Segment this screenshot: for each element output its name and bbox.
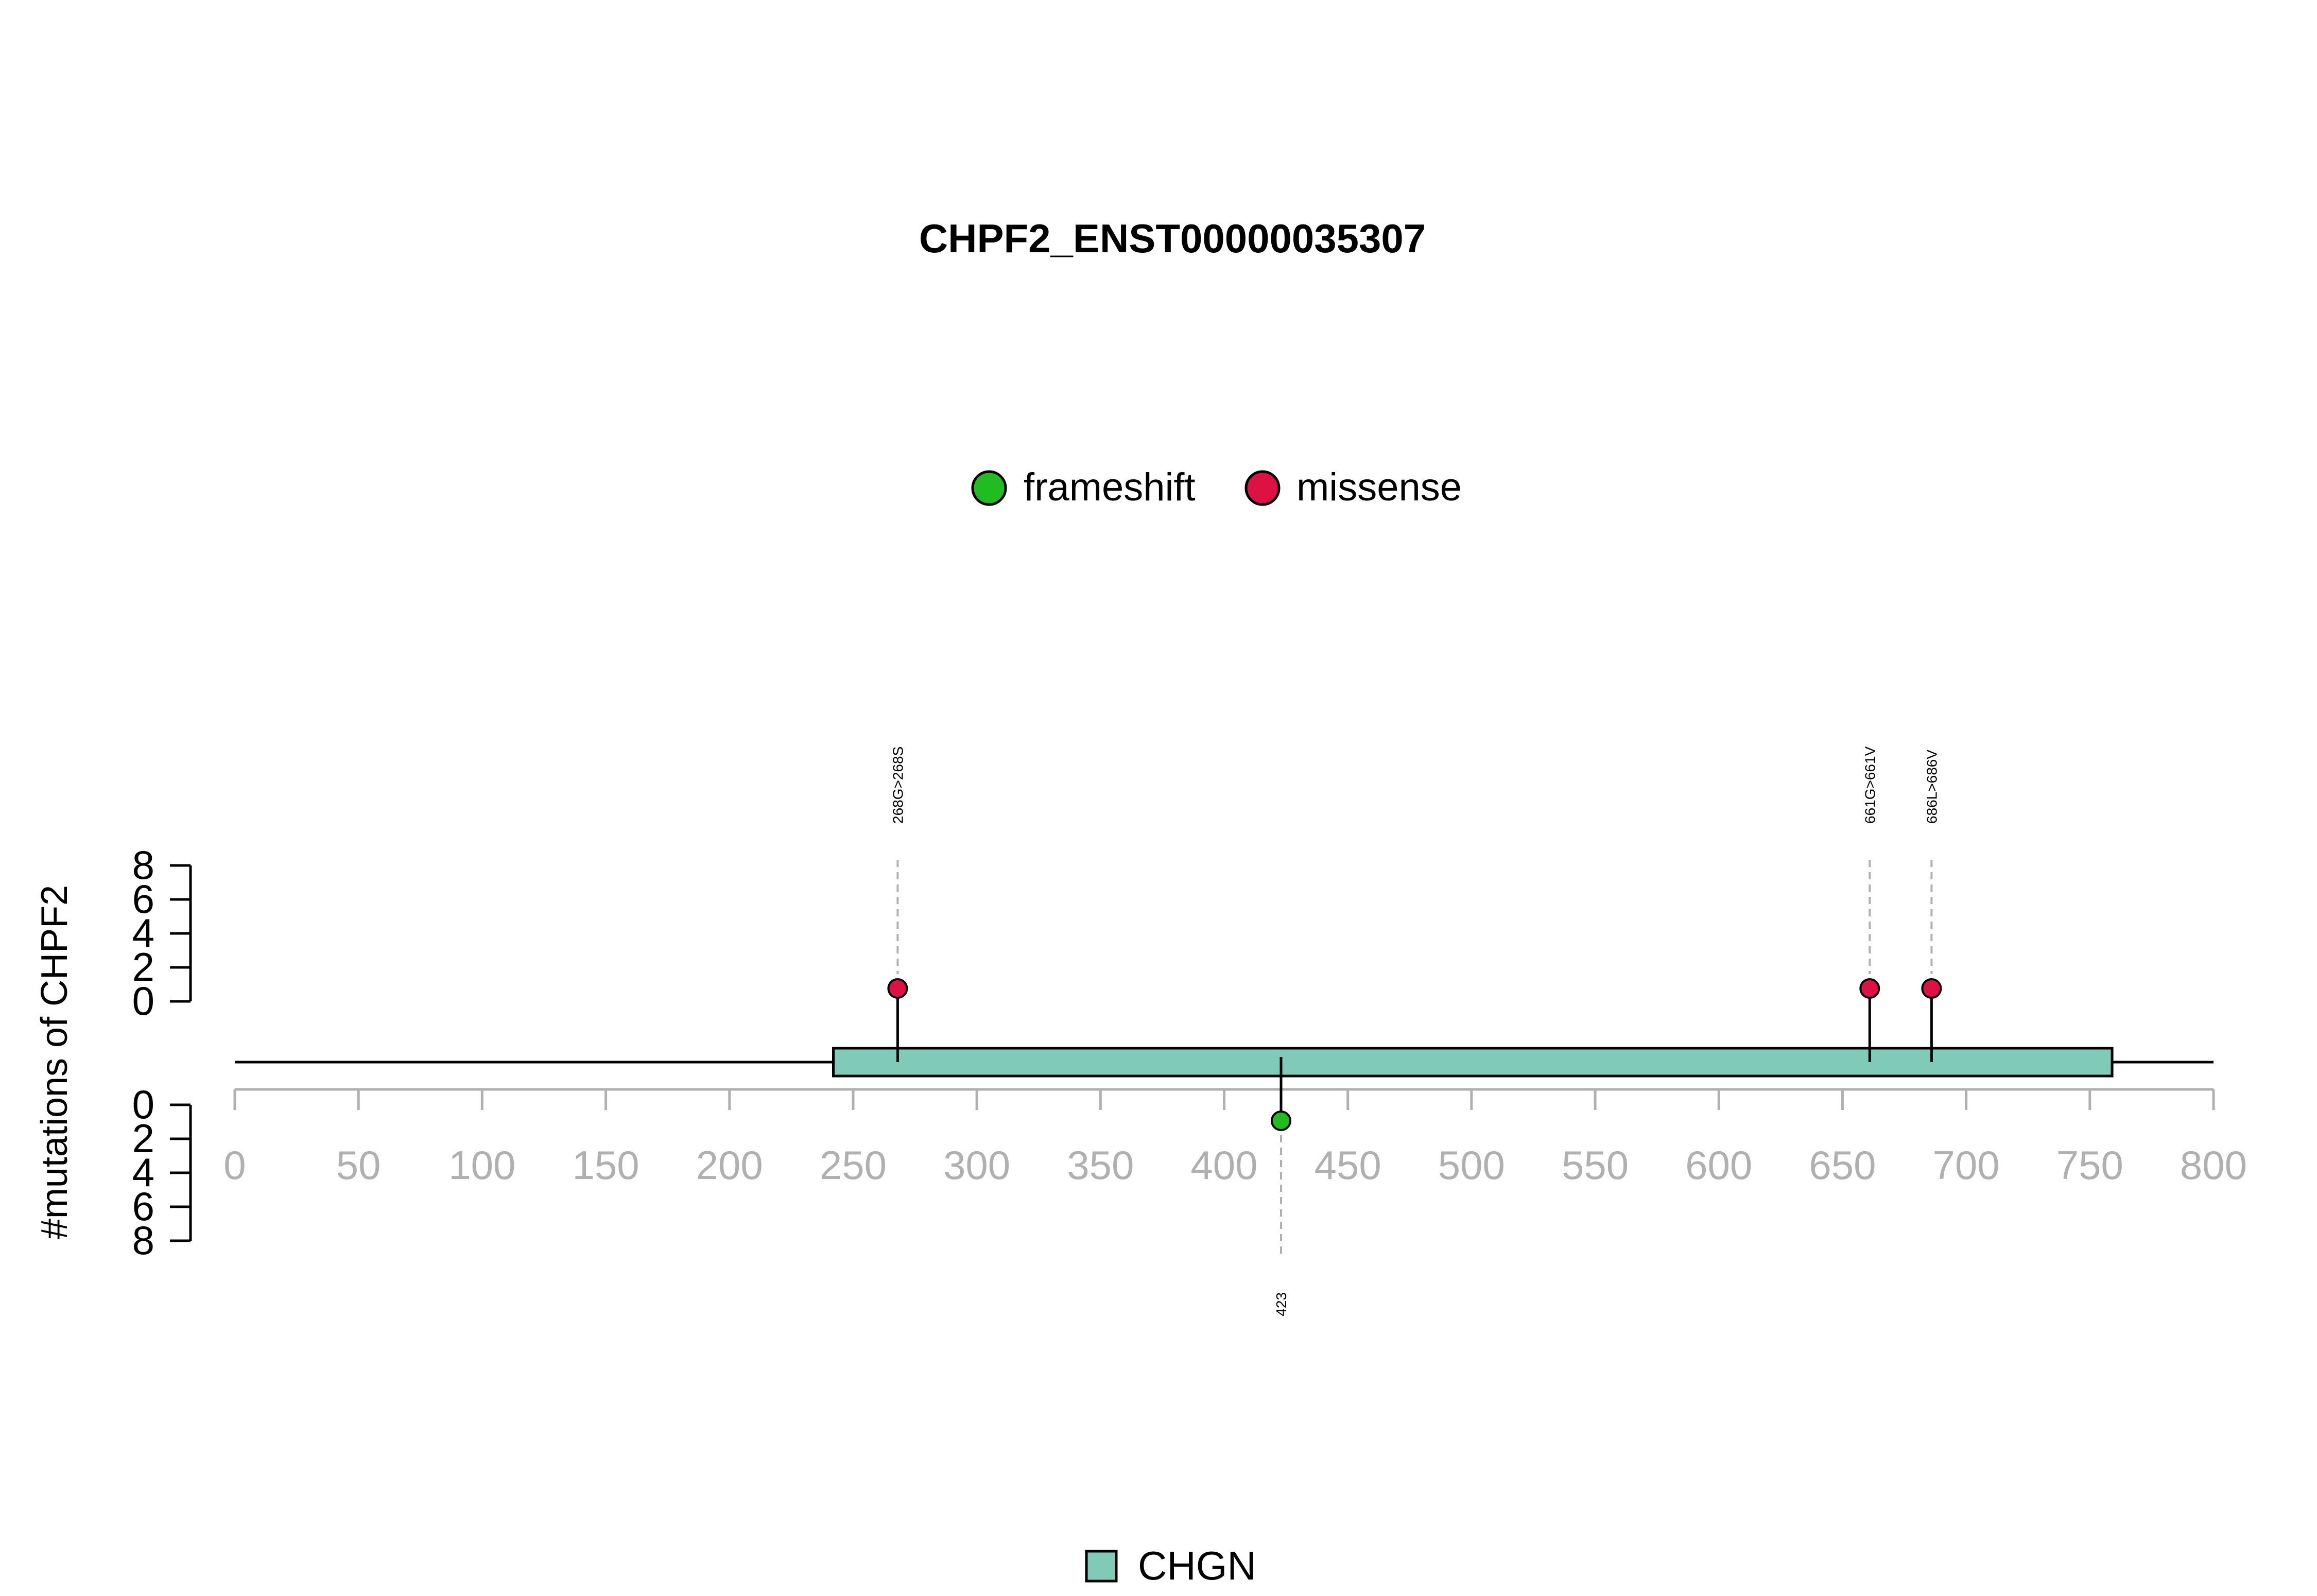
x-tick-label: 550 <box>1562 1142 1629 1188</box>
domain-legend-label: CHGN <box>1138 1543 1256 1588</box>
domain-CHGN <box>832 1047 2114 1078</box>
y-tick-label-upper: 4 <box>132 910 154 956</box>
domain-legend: CHGN <box>1085 1543 1256 1588</box>
mutation-head-missense <box>887 978 908 999</box>
x-tick-label: 600 <box>1685 1142 1752 1188</box>
x-tick-label: 300 <box>943 1142 1010 1188</box>
y-axis-label: #mutations of CHPF2 <box>34 885 75 1239</box>
x-tick-label: 150 <box>572 1142 639 1188</box>
mutation-type-legend: frameshift missense <box>971 465 1462 509</box>
y-tick-label-upper: 6 <box>132 876 154 922</box>
legend-frameshift-label: frameshift <box>1024 465 1196 509</box>
mutation-label: 423 <box>1273 1292 1289 1316</box>
legend-frameshift-marker <box>971 470 1007 506</box>
mutation-head-missense <box>1921 978 1942 999</box>
mutation-head-frameshift <box>1270 1111 1291 1131</box>
x-tick-label: 400 <box>1190 1142 1257 1188</box>
x-tick-label: 0 <box>223 1142 246 1188</box>
y-tick-label-upper: 0 <box>132 978 154 1023</box>
y-tick-label-lower: 2 <box>132 1116 154 1161</box>
mutation-head-missense <box>1859 978 1880 999</box>
mutation-label: 268G>268S <box>890 747 906 824</box>
y-tick-label-lower: 0 <box>132 1082 154 1127</box>
x-tick-label: 250 <box>820 1142 887 1188</box>
y-tick-label-lower: 4 <box>132 1150 154 1195</box>
x-tick-label: 450 <box>1315 1142 1381 1188</box>
x-tick-label: 350 <box>1067 1142 1134 1188</box>
mutation-label: 661G>661V <box>1862 746 1878 824</box>
chart-title: CHPF2_ENST00000035307 <box>919 216 1426 261</box>
x-tick-label: 50 <box>336 1142 381 1188</box>
x-tick-label: 750 <box>2056 1142 2123 1188</box>
domain-legend-swatch <box>1085 1550 1118 1583</box>
x-tick-label: 200 <box>696 1142 763 1188</box>
x-tick-label: 650 <box>1809 1142 1876 1188</box>
legend-missense-label: missense <box>1296 465 1462 509</box>
y-tick-label-lower: 6 <box>132 1184 154 1229</box>
legend-missense-marker <box>1244 470 1281 506</box>
protein-track <box>235 1047 2214 1078</box>
x-axis: 0 50 100 150 200 250 300 350 400 450 500 550 600 650 7… <box>223 1088 2247 1188</box>
y-tick-label-upper: 2 <box>132 944 154 990</box>
x-tick-label: 800 <box>2180 1142 2247 1188</box>
y-tick-label-lower: 8 <box>132 1218 154 1263</box>
x-tick-label: 700 <box>1933 1142 2000 1188</box>
y-tick-label-upper: 8 <box>132 842 154 888</box>
x-tick-label: 500 <box>1438 1142 1505 1188</box>
x-tick-label: 100 <box>448 1142 515 1188</box>
mutation-lollipops: 268G>268S 661G>661V 686L>686V 423 <box>887 746 1942 1316</box>
mutation-label: 686L>686V <box>1924 750 1940 824</box>
